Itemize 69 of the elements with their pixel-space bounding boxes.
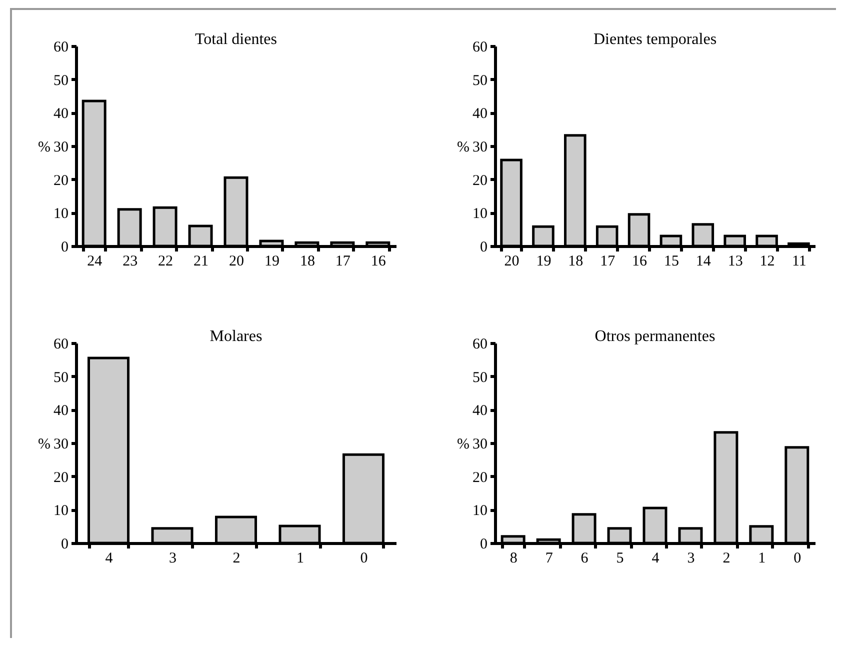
y-axis-title: %: [38, 436, 50, 452]
y-tick-label: 40: [472, 106, 488, 122]
y-tick-label: 30: [472, 140, 488, 156]
y-tick-label: 40: [472, 403, 488, 420]
x-tick-label: 16: [370, 254, 386, 270]
x-tick-label: 19: [536, 254, 552, 270]
x-tick-label: 17: [335, 254, 351, 270]
x-tick-label: 15: [664, 254, 679, 270]
x-tick-label: 4: [105, 550, 114, 566]
y-tick-label: 0: [480, 536, 488, 552]
x-tick-label: 0: [794, 550, 802, 566]
y-tick-label: 20: [472, 172, 488, 189]
x-tick-label: 12: [760, 254, 775, 270]
x-tick-label: 5: [616, 550, 624, 566]
y-axis-title: %: [457, 436, 470, 452]
y-tick-label: 60: [54, 40, 68, 56]
y-tick-label: 10: [472, 503, 488, 520]
x-tick-label: 11: [792, 254, 806, 270]
y-tick-label: 60: [472, 336, 488, 352]
x-tick-label: 8: [510, 550, 518, 566]
y-tick-label: 0: [61, 536, 68, 552]
y-tick-label: 20: [54, 172, 68, 189]
x-tick-label: 3: [169, 550, 177, 566]
y-tick-label: 20: [54, 470, 68, 486]
x-tick-label: 23: [122, 254, 138, 270]
x-tick-label: 24: [87, 254, 103, 270]
y-tick-label: 50: [54, 370, 68, 386]
x-tick-label: 18: [300, 254, 315, 270]
y-axis-title: %: [457, 140, 470, 156]
y-tick-label: 20: [472, 470, 488, 486]
y-tick-label: 50: [472, 72, 488, 89]
x-tick-label: 1: [296, 550, 304, 566]
y-tick-label: 50: [54, 72, 68, 89]
y-tick-label: 10: [54, 503, 68, 520]
chart-title: Dientes temporales: [593, 31, 717, 48]
y-tick-label: 0: [480, 240, 488, 256]
y-axis-title: %: [38, 140, 50, 156]
x-tick-label: 21: [194, 254, 209, 270]
x-tick-label: 0: [360, 550, 368, 566]
x-tick-label: 17: [600, 254, 616, 270]
x-tick-label: 16: [632, 254, 648, 270]
y-tick-label: 30: [472, 436, 488, 452]
y-tick-label: 10: [54, 206, 68, 222]
y-tick-label: 50: [472, 370, 488, 386]
y-tick-label: 30: [54, 140, 68, 156]
y-tick-label: 60: [472, 40, 488, 56]
x-tick-label: 20: [504, 254, 520, 270]
y-tick-label: 60: [54, 336, 68, 352]
x-tick-label: 19: [264, 254, 280, 270]
x-tick-label: 22: [158, 254, 174, 270]
y-tick-label: 30: [54, 436, 68, 452]
x-tick-label: 4: [652, 550, 660, 566]
chart-title: Otros permanentes: [594, 328, 716, 345]
x-tick-label: 2: [232, 550, 240, 566]
y-tick-label: 0: [61, 240, 68, 256]
x-tick-label: 20: [229, 254, 244, 270]
y-tick-label: 40: [54, 106, 68, 122]
chart-title: Molares: [210, 328, 262, 345]
x-tick-label: 14: [696, 254, 712, 270]
x-tick-label: 13: [728, 254, 743, 270]
x-tick-label: 1: [758, 550, 766, 566]
x-tick-label: 18: [568, 254, 584, 270]
x-tick-label: 6: [580, 550, 589, 566]
x-tick-label: 2: [722, 550, 730, 566]
y-tick-label: 10: [472, 206, 488, 222]
y-tick-label: 40: [54, 403, 68, 420]
chart-title: Total dientes: [195, 31, 277, 48]
x-tick-label: 7: [545, 550, 554, 566]
x-tick-label: 3: [687, 550, 695, 566]
